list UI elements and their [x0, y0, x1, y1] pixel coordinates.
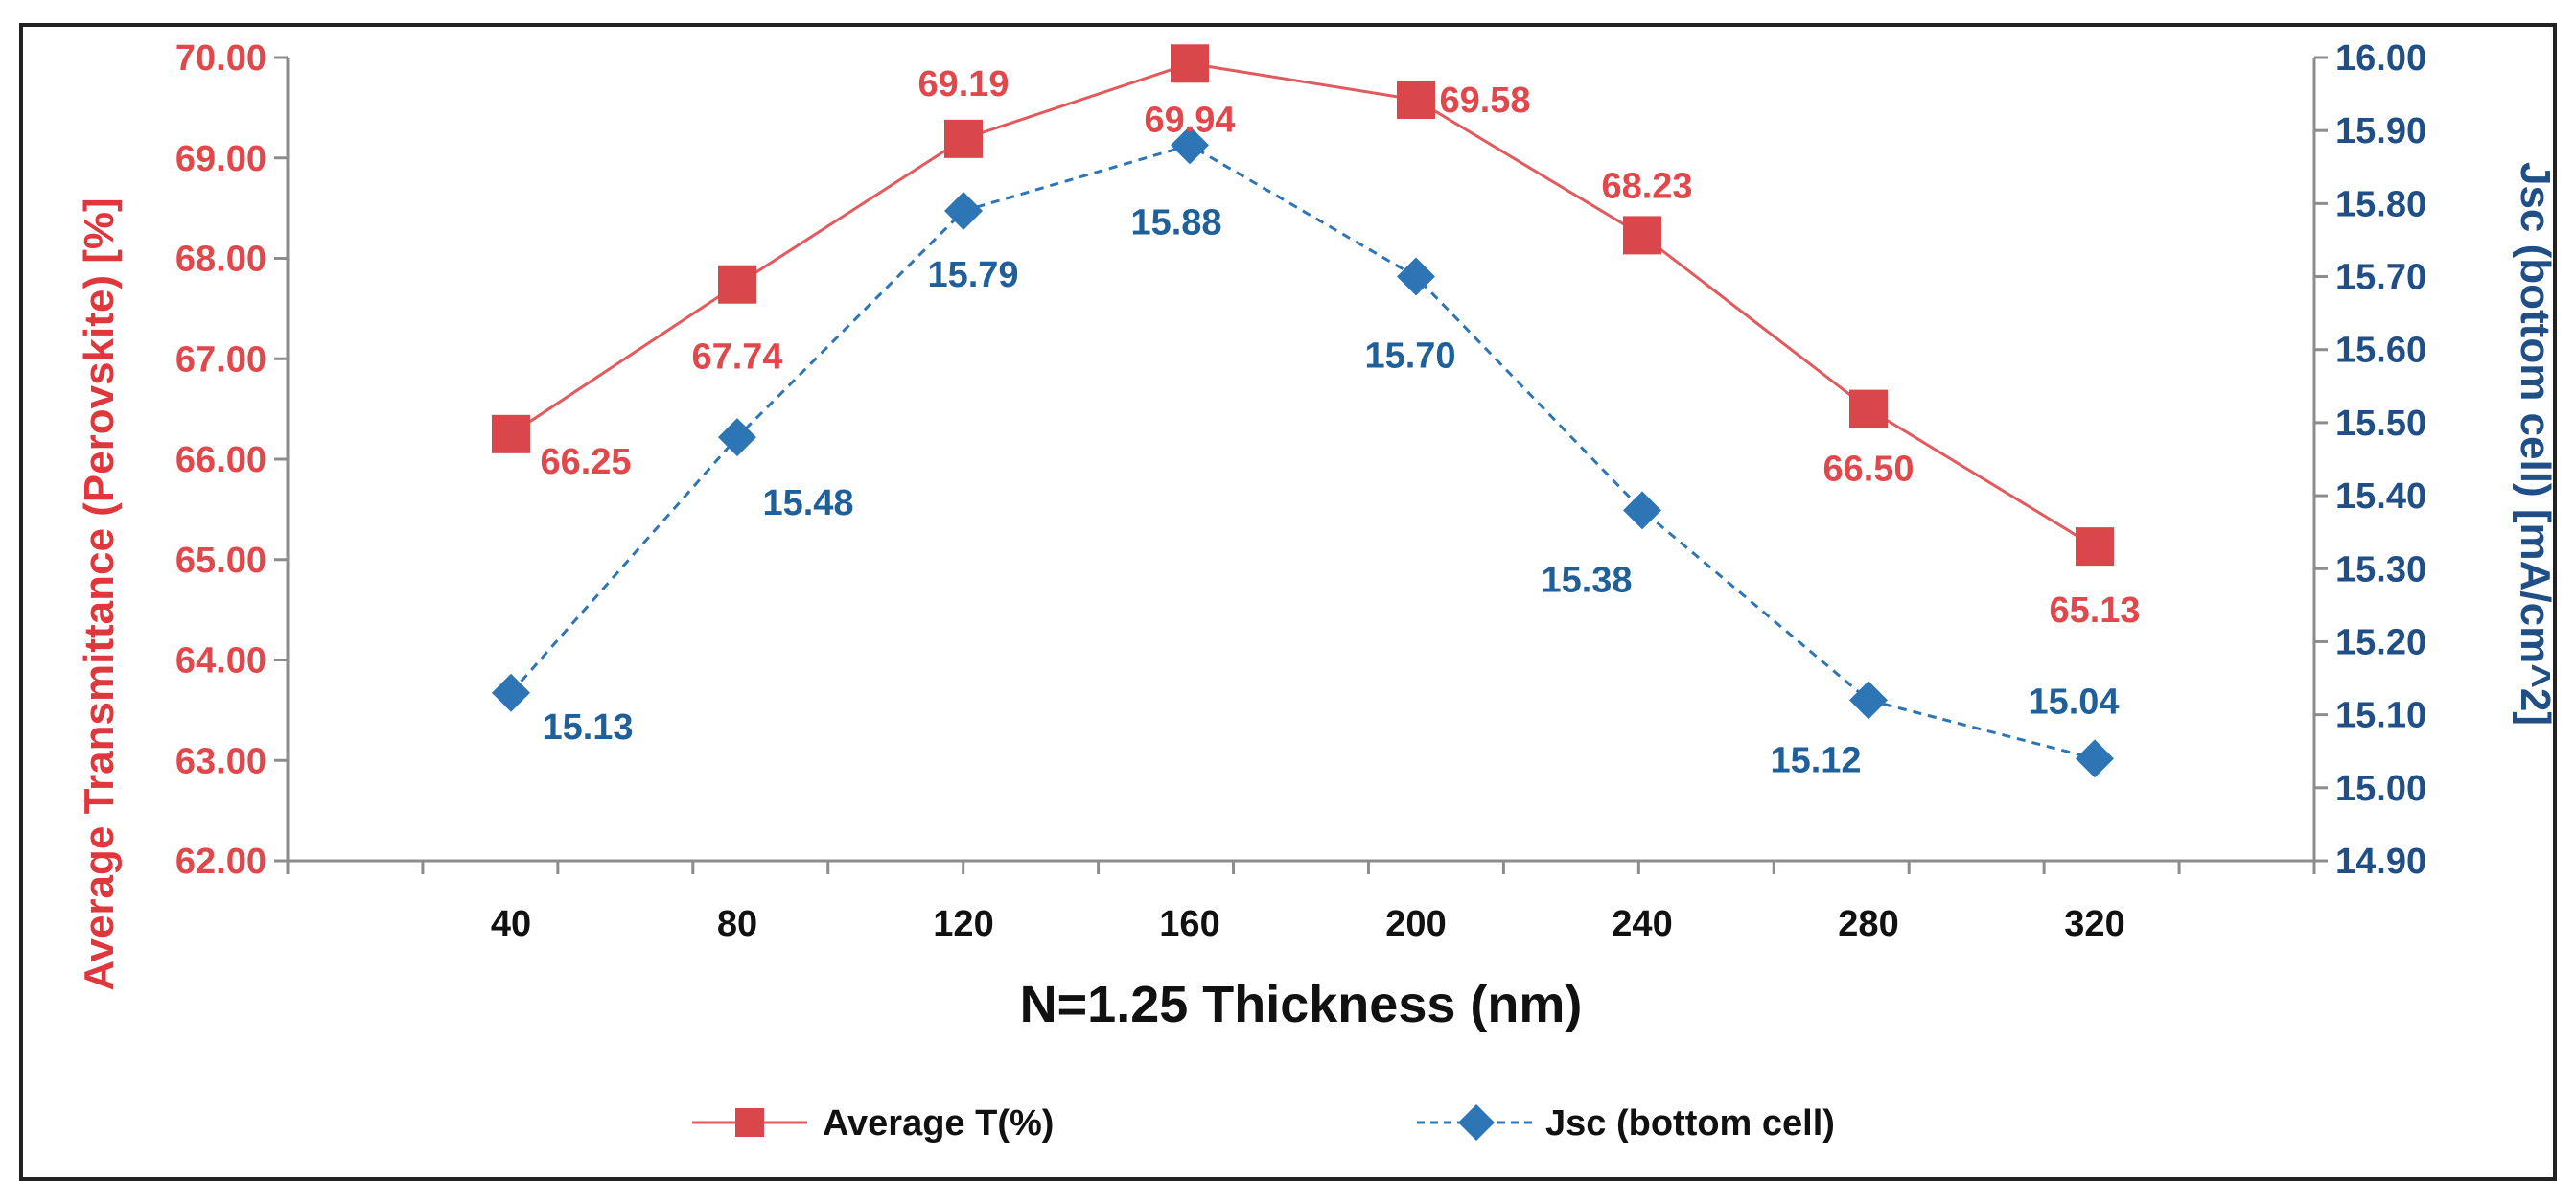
point-average-t [2076, 527, 2114, 567]
x-tick-label: 40 [491, 904, 531, 944]
data-labels: 66.25 67.74 69.19 69.94 69.58 68.23 66.50 65.13… [540, 64, 2140, 781]
left-tick-label: 68.00 [175, 240, 267, 280]
chart-border [19, 23, 2557, 1181]
point-jsc [1171, 126, 1209, 165]
legend-label-average-t: Average T(%) [823, 1103, 1054, 1144]
point-jsc [492, 673, 530, 712]
x-tick-label: 240 [1612, 904, 1672, 944]
x-tick-label: 280 [1838, 904, 1898, 944]
legend-marker-diamond [1458, 1104, 1495, 1141]
right-tick-label: 15.40 [2335, 476, 2426, 517]
point-average-t [1171, 44, 1209, 83]
series-line-jsc [509, 143, 2096, 760]
left-tick-label: 64.00 [175, 641, 267, 682]
left-tick-label: 62.00 [175, 842, 267, 882]
right-tick-label: 15.70 [2335, 258, 2426, 298]
left-tick-label: 67.00 [175, 339, 267, 380]
point-jsc [718, 418, 756, 457]
point-jsc [1397, 257, 1435, 296]
point-average-t [1397, 80, 1435, 119]
data-label-jsc: 15.12 [1770, 740, 1861, 780]
point-average-t [1849, 389, 1888, 428]
right-tick-label: 15.90 [2335, 111, 2426, 151]
data-label-average-t: 68.23 [1601, 166, 1692, 206]
data-label-jsc: 15.04 [2028, 682, 2119, 722]
right-tick-label: 15.80 [2335, 184, 2426, 224]
series-line-average-t [510, 61, 2096, 548]
right-tick-label: 16.00 [2335, 38, 2426, 79]
point-jsc [1849, 681, 1888, 720]
right-tick-label: 14.90 [2335, 842, 2426, 882]
x-tick-label: 80 [717, 904, 757, 944]
point-jsc [2076, 739, 2114, 778]
data-label-jsc: 15.48 [762, 483, 853, 523]
right-axis-title: Jsc (bottom cell) [mA/cm^2] [2512, 162, 2559, 726]
point-average-t [718, 265, 756, 304]
data-label-average-t: 66.50 [1822, 450, 1914, 490]
data-label-jsc: 15.38 [1541, 560, 1632, 600]
data-label-jsc: 15.13 [542, 707, 633, 748]
left-tick-label: 70.00 [175, 38, 267, 79]
right-tick-label: 15.60 [2335, 331, 2426, 371]
point-average-t [492, 414, 530, 453]
x-tick-label: 160 [1159, 904, 1219, 944]
legend: Average T(%) Jsc (bottom cell) [692, 1103, 1835, 1144]
right-tick-label: 15.20 [2335, 622, 2426, 662]
point-average-t [1623, 216, 1661, 255]
x-tick-label: 120 [933, 904, 993, 944]
left-tick-label: 63.00 [175, 741, 267, 781]
data-label-jsc: 15.79 [927, 255, 1018, 295]
right-tick-label: 15.00 [2335, 769, 2426, 809]
data-label-average-t: 69.19 [917, 64, 1009, 104]
right-tick-label: 15.50 [2335, 404, 2426, 444]
data-label-jsc: 15.70 [1364, 336, 1455, 377]
left-axis-title: Average Transmittance (Perovskite) [%] [76, 197, 123, 990]
x-axis-title: N=1.25 Thickness (nm) [1020, 976, 1583, 1033]
right-tick-label: 15.10 [2335, 696, 2426, 736]
legend-marker-square [735, 1108, 764, 1137]
left-tick-label: 65.00 [175, 541, 267, 581]
left-tick-label: 69.00 [175, 139, 267, 179]
data-label-average-t: 69.94 [1144, 100, 1235, 140]
data-label-average-t: 69.58 [1439, 81, 1530, 121]
data-label-average-t: 67.74 [691, 337, 782, 378]
x-tick-label: 320 [2064, 904, 2124, 944]
data-label-jsc: 15.88 [1130, 202, 1221, 243]
series-layer [492, 44, 2114, 778]
axes: 62.00 63.00 64.00 65.00 66.00 67.00 68.00 69.00… [175, 38, 2426, 944]
right-tick-label: 15.30 [2335, 549, 2426, 590]
legend-label-jsc: Jsc (bottom cell) [1545, 1103, 1835, 1144]
point-jsc [1623, 491, 1661, 530]
left-tick-label: 66.00 [175, 440, 267, 480]
data-label-average-t: 65.13 [2049, 590, 2140, 631]
data-label-average-t: 66.25 [540, 442, 631, 482]
point-average-t [944, 119, 983, 158]
x-tick-label: 200 [1385, 904, 1446, 944]
point-jsc [944, 191, 983, 230]
